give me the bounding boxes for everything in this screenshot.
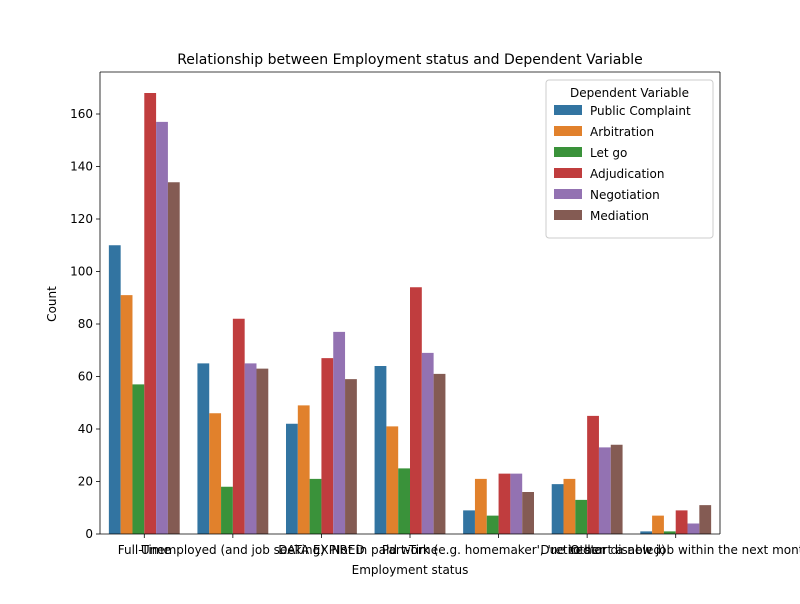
x-axis-label: Employment status — [352, 563, 469, 577]
bar — [652, 515, 664, 535]
bar — [551, 484, 564, 535]
bar — [433, 373, 446, 535]
legend-swatch — [554, 189, 582, 199]
y-tick-label: 120 — [70, 212, 93, 226]
x-tick-label: DATA EXPIRED — [278, 543, 364, 557]
bar — [699, 505, 712, 535]
bar — [244, 363, 257, 535]
y-tick-label: 0 — [85, 527, 93, 541]
bar — [474, 478, 487, 535]
bar — [675, 510, 688, 535]
legend-label: Adjudication — [590, 167, 664, 181]
y-tick-label: 40 — [78, 422, 93, 436]
bar — [687, 523, 700, 534]
plot-area: 0 20 40 60 80 100 120 140 160 Full-TimeUnemployed… — [70, 71, 800, 557]
bar — [286, 423, 298, 534]
bar — [108, 245, 121, 534]
legend-label: Arbitration — [590, 125, 654, 139]
bar — [463, 510, 475, 535]
bar — [209, 413, 222, 534]
bar — [232, 318, 245, 534]
bar — [144, 93, 157, 534]
x-tick-label: Part-Time — [382, 543, 438, 557]
bar — [663, 531, 676, 535]
legend-label: Mediation — [590, 209, 649, 223]
bar — [421, 352, 434, 535]
legend-box — [545, 79, 714, 239]
bar — [398, 468, 410, 535]
legend-label: Public Complaint — [590, 104, 691, 118]
y-tick-label: 100 — [70, 265, 93, 279]
bar — [345, 379, 357, 535]
y-tick-label: 60 — [78, 370, 93, 384]
bar — [598, 447, 611, 535]
y-tick-label: 20 — [78, 475, 93, 489]
legend-swatch — [554, 210, 582, 220]
bar — [510, 473, 523, 535]
bar — [309, 478, 322, 535]
bar — [321, 358, 334, 535]
bar — [587, 415, 599, 535]
x-tick-label: Not in paid work (e.g. homemaker', 'reti… — [331, 543, 665, 557]
bar — [167, 182, 180, 534]
legend-swatch — [554, 147, 582, 157]
bar — [640, 531, 653, 535]
x-tick-label: Other — [570, 543, 604, 557]
y-tick-label: 140 — [70, 160, 93, 174]
x-tick-label: Due to start a new job within the next m… — [540, 543, 800, 557]
y-tick-label: 80 — [78, 317, 93, 331]
bar — [333, 331, 346, 535]
legend-label: Negotiation — [590, 188, 660, 202]
bar — [610, 444, 623, 534]
bar — [256, 368, 269, 535]
legend-title: Dependent Variable — [570, 86, 689, 100]
legend: Dependent Variable Public Complaint Arbitr… — [545, 79, 714, 239]
bar — [522, 492, 534, 534]
bar — [120, 295, 133, 535]
bar — [563, 478, 576, 535]
bar — [132, 384, 145, 535]
y-tick-label: 160 — [70, 107, 93, 121]
bar — [575, 499, 588, 535]
bar — [410, 287, 422, 534]
legend-swatch — [554, 168, 582, 178]
bar — [486, 515, 499, 535]
chart-title: Relationship between Employment status a… — [177, 52, 643, 68]
y-axis-label: Count — [45, 286, 59, 322]
x-tick-label: Full-Time — [118, 543, 171, 557]
bar — [386, 426, 399, 535]
bar — [197, 363, 210, 535]
legend-swatch — [554, 105, 582, 115]
legend-label: Let go — [590, 146, 627, 160]
bar — [498, 473, 511, 535]
bar — [221, 486, 233, 534]
bar — [374, 366, 387, 534]
bar — [156, 121, 168, 535]
legend-swatch — [554, 126, 582, 136]
x-tick-label: Unemployed (and job seeking) — [141, 543, 325, 557]
bar — [297, 405, 310, 535]
